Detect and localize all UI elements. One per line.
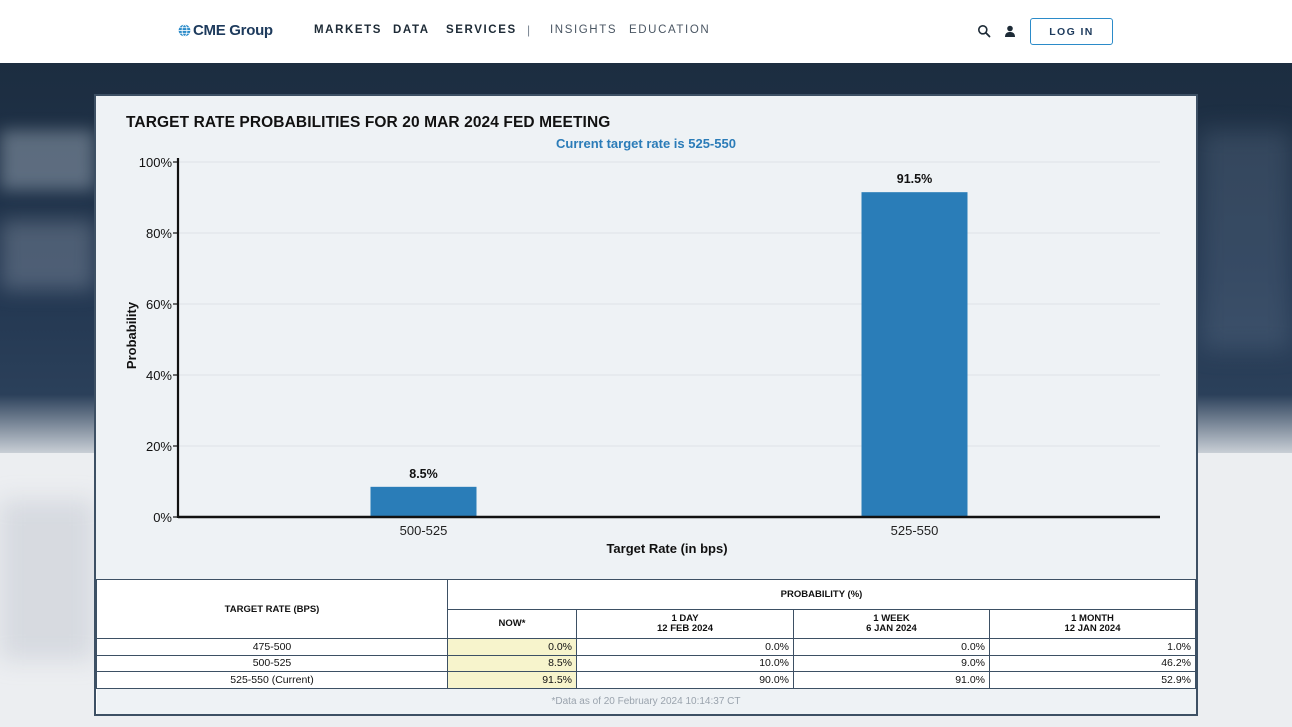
probability-table-wrap: TARGET RATE (BPS) PROBABILITY (%) NOW* 1… bbox=[96, 579, 1196, 714]
rate-cell: 525-550 (Current) bbox=[96, 671, 448, 689]
nav-separator: | bbox=[527, 23, 531, 37]
footnote-row: *Data as of 20 February 2024 10:14:37 CT bbox=[96, 688, 1196, 714]
background-blur bbox=[0, 500, 95, 660]
column-header-line1: NOW* bbox=[498, 618, 526, 630]
y-tick-label: 20% bbox=[146, 439, 172, 454]
rate-cell: 500-525 bbox=[96, 654, 448, 672]
nav-data[interactable]: DATA bbox=[393, 24, 430, 36]
nav-education[interactable]: EDUCATION bbox=[629, 24, 711, 36]
probability-table: TARGET RATE (BPS) PROBABILITY (%) NOW* 1… bbox=[96, 579, 1196, 714]
column-header-line2: 12 FEB 2024 bbox=[657, 623, 713, 634]
y-tick-label: 40% bbox=[146, 368, 172, 383]
value-cell: 52.9% bbox=[989, 671, 1196, 689]
table-row: 475-500 0.0% 0.0% 0.0% 1.0% bbox=[96, 638, 1196, 656]
column-header-now: NOW* bbox=[447, 609, 577, 639]
bar-chart: 0% 20% 40% 60% 80% 100% 8.5% 500-525 91.5% 525-55… bbox=[124, 155, 1160, 556]
background-blur bbox=[0, 130, 95, 190]
footnote: *Data as of 20 February 2024 10:14:37 CT bbox=[96, 688, 1196, 714]
chart-title: TARGET RATE PROBABILITIES FOR 20 MAR 202… bbox=[126, 114, 611, 131]
y-tick-label: 0% bbox=[153, 510, 172, 525]
x-axis-title: Target Rate (in bps) bbox=[606, 541, 727, 556]
data-label: 8.5% bbox=[409, 467, 438, 481]
target-rate-header: TARGET RATE (BPS) bbox=[96, 579, 448, 639]
column-header-1-week: 1 WEEK 6 JAN 2024 bbox=[793, 609, 990, 639]
y-tick-label: 60% bbox=[146, 297, 172, 312]
background-blur bbox=[1200, 130, 1292, 350]
rate-cell: 475-500 bbox=[96, 638, 448, 656]
now-cell: 0.0% bbox=[447, 638, 577, 656]
nav-markets[interactable]: MARKETS bbox=[314, 24, 383, 36]
probability-group-header: PROBABILITY (%) bbox=[447, 579, 1196, 610]
user-icon[interactable] bbox=[1003, 24, 1017, 38]
probability-card: TARGET RATE PROBABILITIES FOR 20 MAR 202… bbox=[94, 94, 1198, 716]
login-button[interactable]: LOG IN bbox=[1030, 18, 1113, 45]
column-header-line1: 1 WEEK bbox=[873, 613, 910, 625]
logo-text: CME Group bbox=[193, 21, 273, 39]
y-axis-title: Probability bbox=[124, 301, 139, 369]
top-navigation: CME Group MARKETS DATA SERVICES | INSIGH… bbox=[0, 0, 1292, 63]
value-cell: 1.0% bbox=[989, 638, 1196, 656]
x-tick-label: 525-550 bbox=[891, 523, 939, 538]
value-cell: 90.0% bbox=[576, 671, 794, 689]
now-cell: 8.5% bbox=[447, 654, 577, 672]
chart-subtitle: Current target rate is 525-550 bbox=[556, 136, 736, 151]
now-cell: 91.5% bbox=[447, 671, 577, 689]
value-cell: 0.0% bbox=[793, 638, 990, 656]
search-icon[interactable] bbox=[977, 24, 991, 38]
column-header-1-month: 1 MONTH 12 JAN 2024 bbox=[989, 609, 1196, 639]
x-tick-label: 500-525 bbox=[400, 523, 448, 538]
value-cell: 46.2% bbox=[989, 654, 1196, 672]
table-row: 525-550 (Current) 91.5% 90.0% 91.0% 52.9… bbox=[96, 671, 1196, 689]
table-row: 500-525 8.5% 10.0% 9.0% 46.2% bbox=[96, 654, 1196, 672]
column-header-line2: 12 JAN 2024 bbox=[1064, 623, 1121, 634]
background-blur bbox=[0, 220, 95, 290]
column-header-1-day: 1 DAY 12 FEB 2024 bbox=[576, 609, 794, 639]
globe-icon bbox=[178, 23, 191, 37]
nav-insights[interactable]: INSIGHTS bbox=[550, 24, 618, 36]
nav-services[interactable]: SERVICES bbox=[446, 24, 517, 36]
bar-500-525 bbox=[370, 486, 477, 517]
bar-525-550 bbox=[861, 192, 968, 518]
column-header-line1: 1 DAY bbox=[671, 613, 699, 625]
value-cell: 0.0% bbox=[576, 638, 794, 656]
value-cell: 91.0% bbox=[793, 671, 990, 689]
data-label: 91.5% bbox=[897, 172, 932, 186]
y-tick-label: 100% bbox=[139, 155, 173, 170]
cme-logo[interactable]: CME Group bbox=[178, 20, 273, 40]
y-tick-label: 80% bbox=[146, 226, 172, 241]
column-header-line2: 6 JAN 2024 bbox=[866, 623, 917, 634]
value-cell: 9.0% bbox=[793, 654, 990, 672]
value-cell: 10.0% bbox=[576, 654, 794, 672]
column-header-line1: 1 MONTH bbox=[1071, 613, 1114, 625]
